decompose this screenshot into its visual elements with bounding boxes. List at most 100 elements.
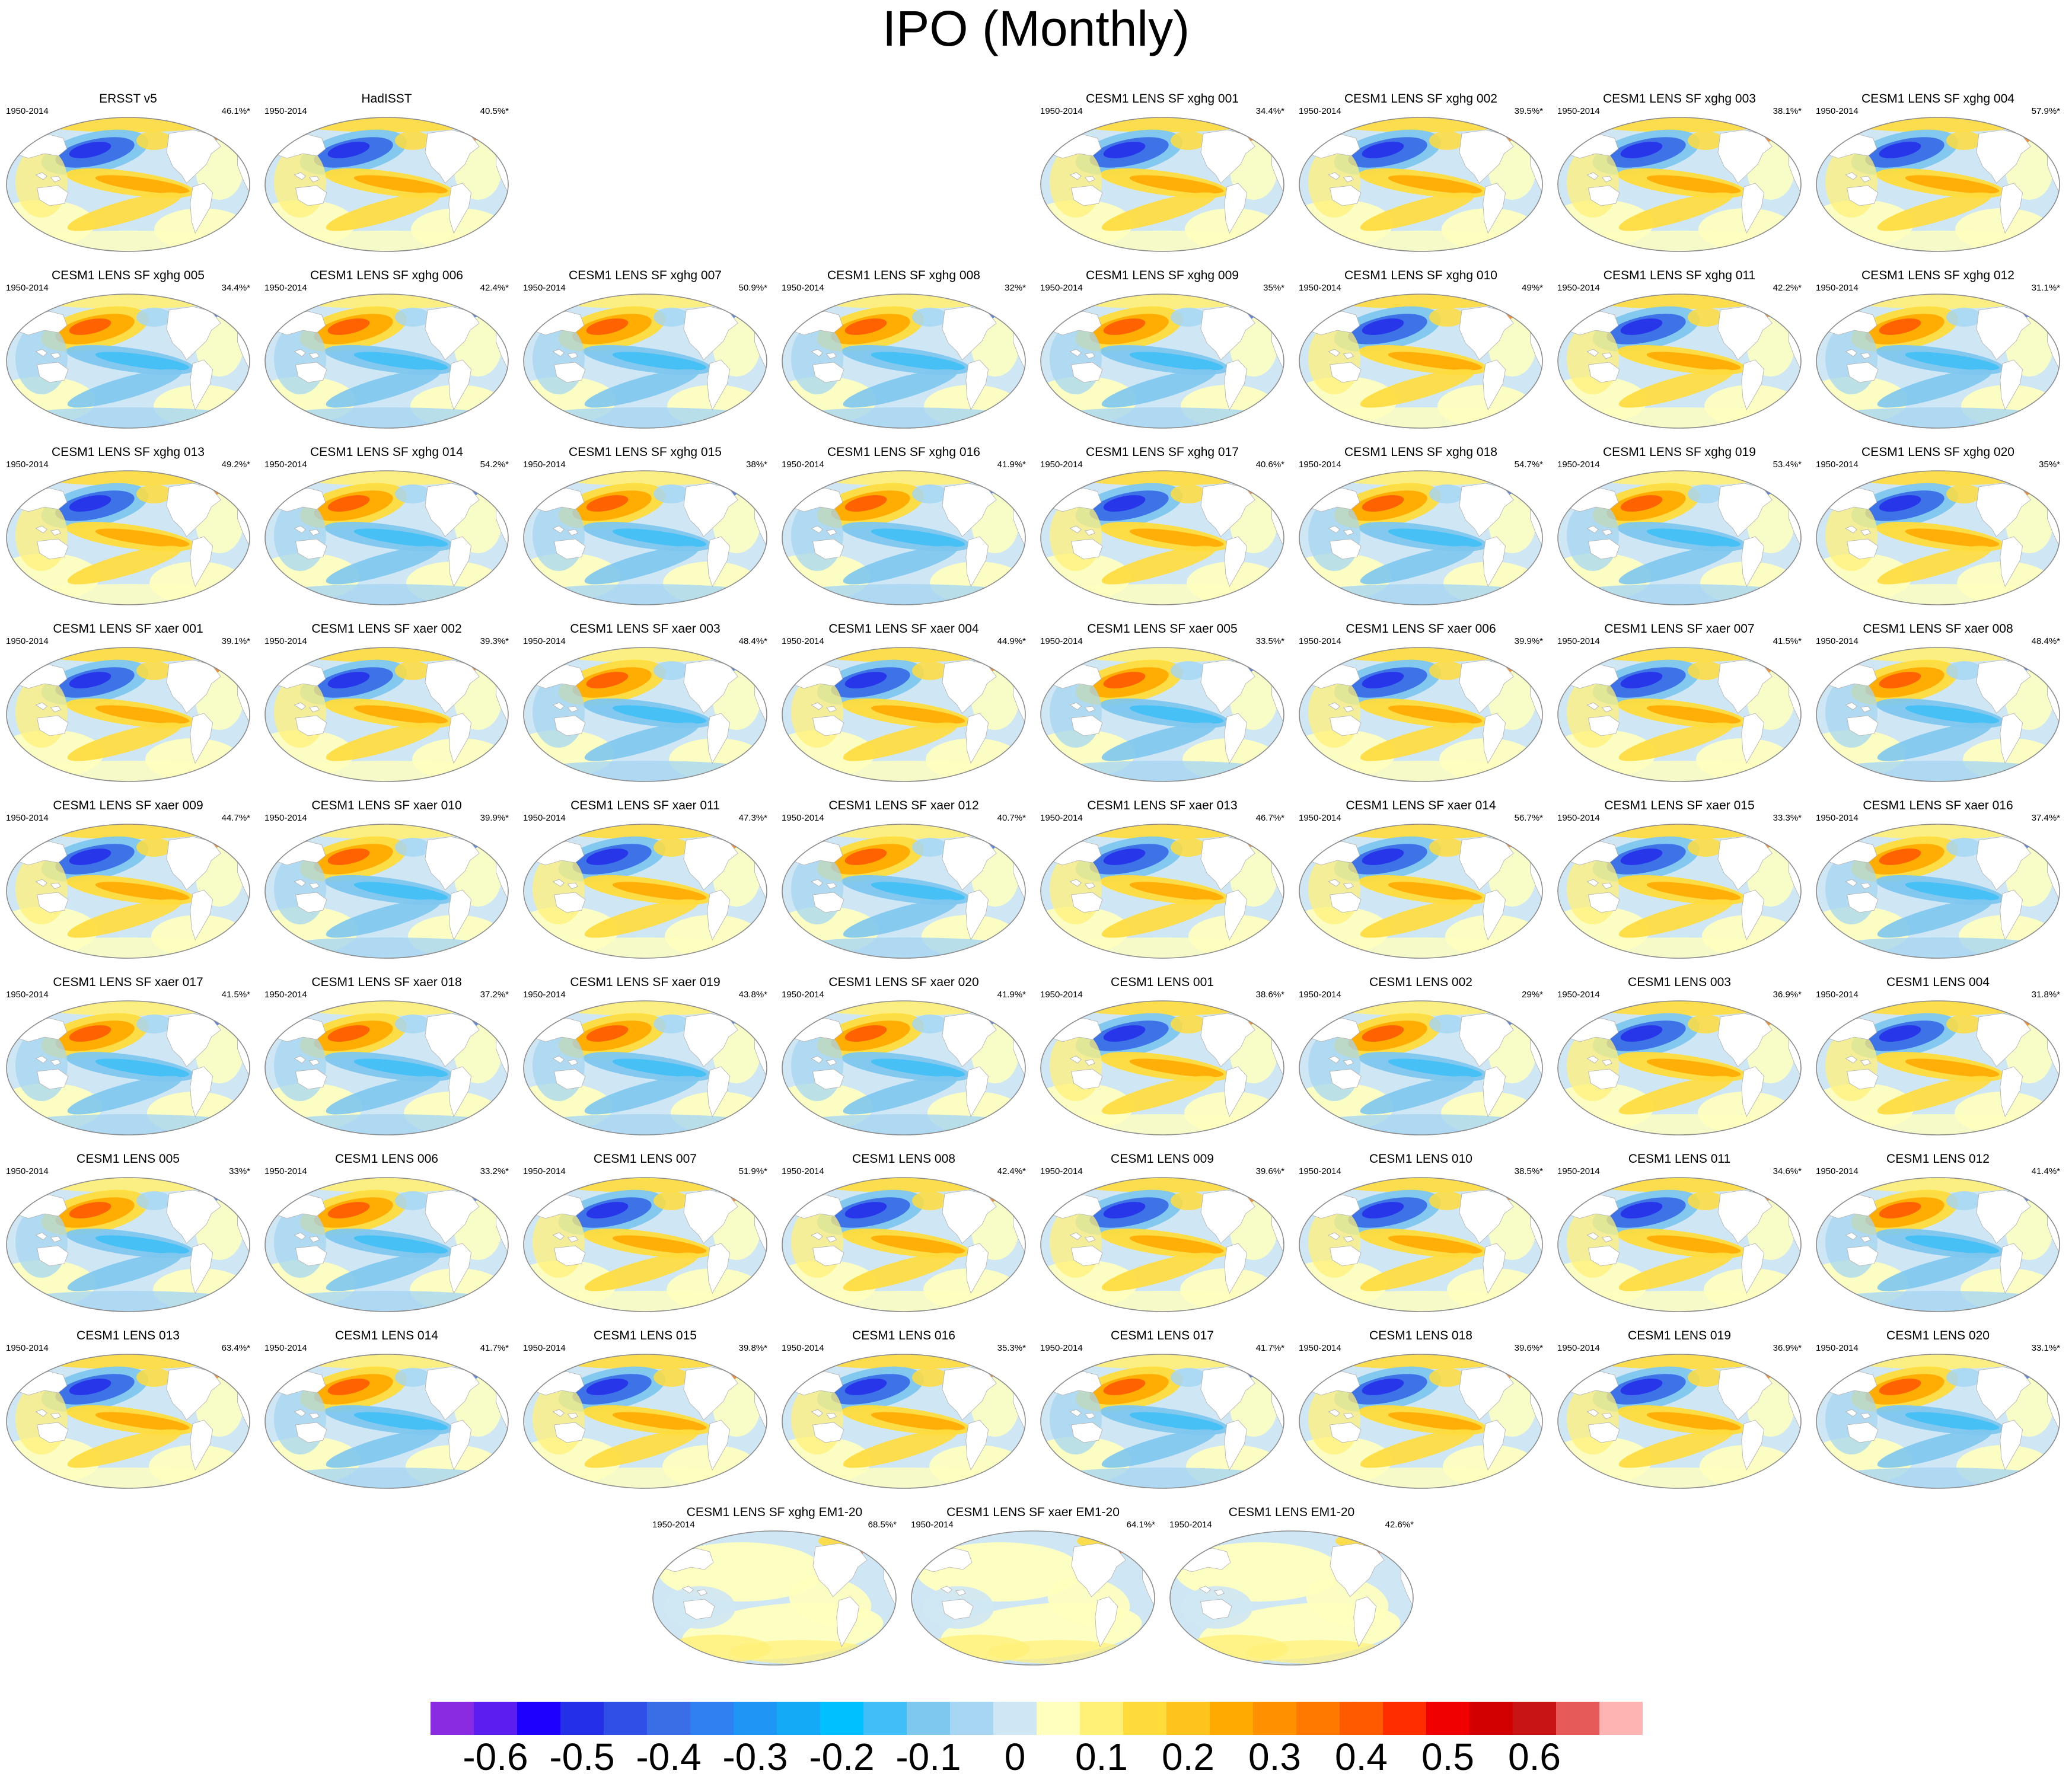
- map-panel: CESM1 LENS SF xaer 019 1950-2014 43.8%*: [521, 975, 770, 1141]
- panel-title: CESM1 LENS SF xaer 019: [570, 975, 721, 989]
- panel-title: CESM1 LENS SF xghg 016: [827, 445, 980, 459]
- panel-variance-percent: 41.4%*: [2031, 1166, 2060, 1176]
- panel-period: 1950-2014: [6, 636, 49, 646]
- map-panel: CESM1 LENS SF xaer 005 1950-2014 33.5%*: [1038, 622, 1287, 788]
- sst-pattern-map: [782, 1177, 1026, 1312]
- panel-period: 1950-2014: [1299, 636, 1341, 646]
- sst-pattern-map: [1816, 1000, 2060, 1135]
- sst-pattern-map: [782, 1354, 1026, 1489]
- colorbar: [431, 1702, 1643, 1735]
- sst-pattern-map: [1299, 824, 1543, 959]
- colorbar-swatch: [820, 1702, 863, 1735]
- panel-period: 1950-2014: [264, 990, 307, 1000]
- panel-variance-percent: 49.2%*: [221, 460, 250, 470]
- panel-period: 1950-2014: [1816, 106, 1859, 116]
- panel-period: 1950-2014: [523, 1166, 566, 1176]
- map-panel: CESM1 LENS SF xghg 004 1950-2014 57.9%*: [1813, 92, 2063, 258]
- panel-variance-percent: 35%*: [2039, 460, 2060, 470]
- sst-pattern-map: [1557, 294, 1802, 429]
- panel-period: 1950-2014: [1557, 990, 1600, 1000]
- map-panel: CESM1 LENS 003 1950-2014 36.9%*: [1555, 975, 1804, 1141]
- map-panel: CESM1 LENS SF xghg 008 1950-2014 32%*: [779, 269, 1028, 435]
- panel-variance-percent: 50.9%*: [738, 283, 767, 293]
- panel-variance-percent: 39.6%*: [1255, 1166, 1284, 1176]
- sst-pattern-map: [782, 647, 1026, 782]
- panel-title: CESM1 LENS SF xghg 009: [1086, 269, 1239, 282]
- sst-pattern-map: [6, 470, 250, 605]
- sst-pattern-map: [1557, 1000, 1802, 1135]
- panel-variance-percent: 42.4%*: [480, 283, 509, 293]
- sst-pattern-map: [1299, 117, 1543, 252]
- panel-variance-percent: 35%*: [1263, 283, 1284, 293]
- panel-title: CESM1 LENS SF xghg 011: [1603, 269, 1756, 282]
- panel-title: CESM1 LENS SF xaer 008: [1863, 622, 2013, 636]
- panel-title: CESM1 LENS SF xghg 019: [1603, 445, 1756, 459]
- panel-variance-percent: 41.5%*: [1773, 636, 1802, 646]
- map-panel: CESM1 LENS SF xghg 009 1950-2014 35%*: [1038, 269, 1287, 435]
- panel-title: CESM1 LENS 015: [594, 1329, 697, 1342]
- map-panel: CESM1 LENS SF xghg 001 1950-2014 34.4%*: [1038, 92, 1287, 258]
- map-panel: CESM1 LENS 001 1950-2014 38.6%*: [1038, 975, 1287, 1141]
- sst-pattern-map: [1040, 294, 1284, 429]
- map-panel: CESM1 LENS 006 1950-2014 33.2%*: [262, 1152, 511, 1318]
- map-panel: CESM1 LENS SF xghg 015 1950-2014 38%*: [521, 445, 770, 611]
- panel-variance-percent: 53.4%*: [1773, 460, 1802, 470]
- panel-title: CESM1 LENS 017: [1111, 1329, 1214, 1342]
- panel-variance-percent: 33.3%*: [1773, 813, 1802, 823]
- panel-period: 1950-2014: [1299, 283, 1341, 293]
- sst-pattern-map: [1816, 294, 2060, 429]
- sst-pattern-map: [6, 117, 250, 252]
- map-panel: CESM1 LENS SF xaer 016 1950-2014 37.4%*: [1813, 799, 2063, 965]
- map-panel: CESM1 LENS 011 1950-2014 34.6%*: [1555, 1152, 1804, 1318]
- colorbar-swatch: [1296, 1702, 1340, 1735]
- panel-variance-percent: 39.6%*: [1514, 1343, 1543, 1353]
- colorbar-swatch: [1383, 1702, 1426, 1735]
- map-panel: CESM1 LENS SF xghg 005 1950-2014 34.4%*: [4, 269, 253, 435]
- sst-pattern-map: [1299, 470, 1543, 605]
- panel-title: CESM1 LENS SF xaer 014: [1346, 799, 1496, 812]
- map-panel: CESM1 LENS SF xaer 002 1950-2014 39.3%*: [262, 622, 511, 788]
- panel-variance-percent: 38%*: [746, 460, 767, 470]
- panel-variance-percent: 63.4%*: [221, 1343, 250, 1353]
- map-panel: CESM1 LENS SF xaer 009 1950-2014 44.7%*: [4, 799, 253, 965]
- panel-variance-percent: 31.1%*: [2031, 283, 2060, 293]
- panel-period: 1950-2014: [782, 1343, 824, 1353]
- map-panel: CESM1 LENS SF xaer 013 1950-2014 46.7%*: [1038, 799, 1287, 965]
- panel-title: ERSST v5: [99, 92, 157, 106]
- panel-period: 1950-2014: [523, 636, 566, 646]
- panel-title: CESM1 LENS SF xghg EM1-20: [686, 1505, 863, 1519]
- map-panel: CESM1 LENS SF xghg 003 1950-2014 38.1%*: [1555, 92, 1804, 258]
- sst-pattern-map: [1557, 117, 1802, 252]
- panel-period: 1950-2014: [1557, 1343, 1600, 1353]
- panel-period: 1950-2014: [523, 990, 566, 1000]
- panel-variance-percent: 36.9%*: [1773, 990, 1802, 1000]
- panel-variance-percent: 51.9%*: [738, 1166, 767, 1176]
- sst-pattern-map: [264, 824, 509, 959]
- map-panel: CESM1 LENS 017 1950-2014 41.7%*: [1038, 1329, 1287, 1495]
- map-panel: CESM1 LENS 010 1950-2014 38.5%*: [1296, 1152, 1545, 1318]
- panel-period: 1950-2014: [782, 990, 824, 1000]
- panel-title: CESM1 LENS 002: [1369, 975, 1472, 989]
- panel-period: 1950-2014: [1299, 1343, 1341, 1353]
- sst-pattern-map: [264, 1000, 509, 1135]
- panel-period: 1950-2014: [264, 813, 307, 823]
- colorbar-swatch: [1037, 1702, 1080, 1735]
- map-panel: CESM1 LENS SF xghg 016 1950-2014 41.9%*: [779, 445, 1028, 611]
- panel-title: CESM1 LENS SF xghg 014: [310, 445, 463, 459]
- sst-pattern-map: [6, 824, 250, 959]
- panel-variance-percent: 46.1%*: [221, 106, 250, 116]
- panel-title: CESM1 LENS 004: [1886, 975, 1990, 989]
- panel-period: 1950-2014: [1816, 813, 1859, 823]
- panel-title: CESM1 LENS 001: [1111, 975, 1214, 989]
- sst-pattern-map: [1040, 117, 1284, 252]
- panel-variance-percent: 41.7%*: [480, 1343, 509, 1353]
- map-panel: CESM1 LENS SF xghg 002 1950-2014 39.5%*: [1296, 92, 1545, 258]
- panel-period: 1950-2014: [1040, 1166, 1083, 1176]
- sst-pattern-map: [1299, 1177, 1543, 1312]
- sst-pattern-map: [1557, 470, 1802, 605]
- panel-period: 1950-2014: [1040, 636, 1083, 646]
- sst-pattern-map: [1169, 1530, 1414, 1666]
- panel-title: CESM1 LENS SF xaer EM1-20: [946, 1505, 1120, 1519]
- colorbar-swatch: [604, 1702, 647, 1735]
- panel-period: 1950-2014: [523, 813, 566, 823]
